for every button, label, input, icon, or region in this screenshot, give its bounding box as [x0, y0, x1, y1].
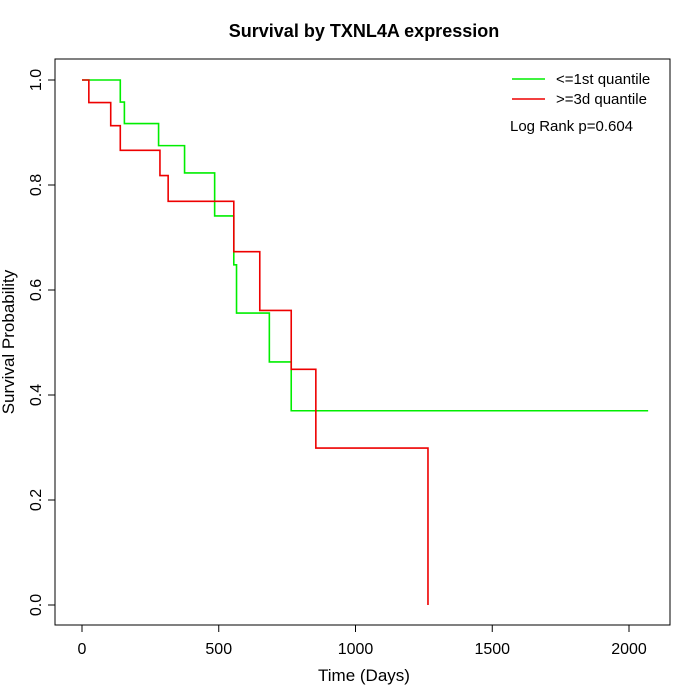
y-tick-label: 0.8 — [28, 174, 45, 196]
legend: <=1st quantile >=3d quantile — [512, 71, 650, 108]
x-axis: 0 500 1000 1500 2000 — [78, 624, 647, 658]
log-rank-annotation: Log Rank p=0.604 — [510, 118, 633, 135]
x-tick-label: 1500 — [474, 641, 510, 658]
y-tick-label: 0.2 — [28, 489, 45, 511]
survival-curve-1 — [82, 79, 649, 412]
x-tick-label: 500 — [205, 641, 232, 658]
x-tick-label: 2000 — [611, 641, 647, 658]
y-tick-label: 0.0 — [28, 594, 45, 616]
legend-label: >=3d quantile — [556, 91, 647, 108]
x-tick-label: 0 — [78, 641, 87, 658]
y-axis: 0.0 0.2 0.4 0.6 0.8 1.0 — [28, 69, 56, 616]
x-axis-label: Time (Days) — [318, 666, 410, 685]
y-axis-label: Survival Probability — [0, 269, 18, 414]
y-tick-label: 0.4 — [28, 384, 45, 406]
series-layer — [82, 79, 649, 605]
survival-curve-2 — [82, 79, 429, 605]
chart-title: Survival by TXNL4A expression — [229, 21, 499, 41]
x-tick-label: 1000 — [338, 641, 374, 658]
plot-frame — [54, 58, 671, 626]
legend-label: <=1st quantile — [556, 71, 650, 88]
y-tick-label: 1.0 — [28, 69, 45, 91]
y-tick-label: 0.6 — [28, 279, 45, 301]
